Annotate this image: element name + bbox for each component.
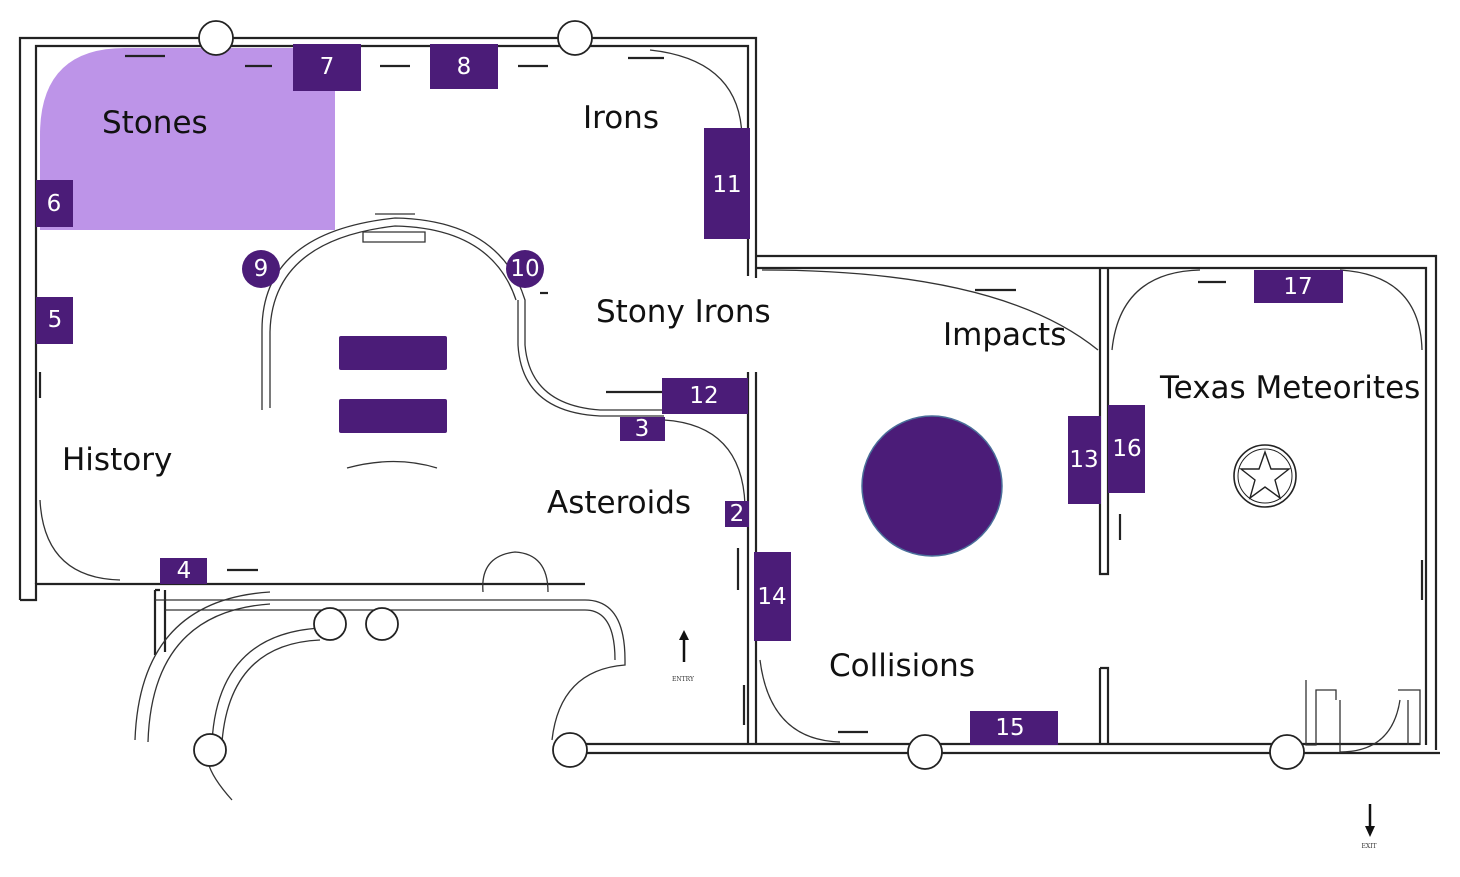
interior-curves <box>38 49 1424 801</box>
display-case-15[interactable]: 15 <box>970 711 1058 745</box>
case-number: 2 <box>730 501 745 527</box>
display-case-11[interactable]: 11 <box>704 128 750 239</box>
arrow-down-icon <box>1365 804 1375 837</box>
room-label-history: History <box>62 442 172 478</box>
display-case-8[interactable]: 8 <box>430 44 498 89</box>
display-case-14[interactable]: 14 <box>754 552 791 641</box>
entry-label: ENTRY <box>672 676 695 683</box>
case-number: 17 <box>1283 274 1312 300</box>
case-number: 5 <box>48 307 63 333</box>
display-case-6[interactable]: 6 <box>36 180 73 227</box>
display-case-17[interactable]: 17 <box>1254 270 1343 303</box>
stones-gallery-highlight <box>40 48 335 230</box>
center-display-case-bottom <box>339 399 447 433</box>
texas-star-icon <box>1233 444 1297 508</box>
case-number: 13 <box>1069 447 1098 473</box>
center-display-case-top <box>339 336 447 370</box>
entry-sign: ENTRY <box>672 630 695 683</box>
room-label-impacts: Impacts <box>943 317 1066 353</box>
room-label-stony-irons: Stony Irons <box>596 294 771 330</box>
display-case-16[interactable]: 16 <box>1108 405 1145 493</box>
exit-label: EXIT <box>1361 843 1376 850</box>
display-case-9[interactable]: 9 <box>242 250 280 288</box>
case-number: 4 <box>177 558 192 584</box>
room-label-irons: Irons <box>583 100 659 136</box>
case-number: 10 <box>510 256 539 282</box>
arrow-up-icon <box>679 630 689 662</box>
collisions-center-display <box>861 415 1003 557</box>
display-case-7[interactable]: 7 <box>293 44 361 91</box>
display-case-2[interactable]: 2 <box>725 501 749 527</box>
room-label-stones: Stones <box>102 105 208 141</box>
case-number: 8 <box>457 54 472 80</box>
case-number: 12 <box>689 383 718 409</box>
display-case-10[interactable]: 10 <box>506 250 544 288</box>
display-case-12[interactable]: 12 <box>662 378 748 414</box>
pillars <box>193 20 1305 770</box>
room-label-texas-meteorites: Texas Meteorites <box>1159 370 1420 406</box>
case-number: 14 <box>757 584 786 610</box>
display-case-5[interactable]: 5 <box>36 297 73 344</box>
case-number: 7 <box>320 54 335 80</box>
case-number: 15 <box>995 715 1024 741</box>
display-case-3[interactable]: 3 <box>620 416 665 442</box>
case-number: 9 <box>254 256 269 282</box>
room-label-asteroids: Asteroids <box>547 485 691 521</box>
display-case-4[interactable]: 4 <box>160 558 207 584</box>
room-label-collisions: Collisions <box>829 648 975 684</box>
display-case-13[interactable]: 13 <box>1068 416 1101 504</box>
case-number: 3 <box>635 416 650 442</box>
case-number: 11 <box>712 172 741 198</box>
exit-sign: EXIT <box>1361 804 1377 850</box>
case-number: 6 <box>47 191 62 217</box>
case-number: 16 <box>1112 436 1141 462</box>
